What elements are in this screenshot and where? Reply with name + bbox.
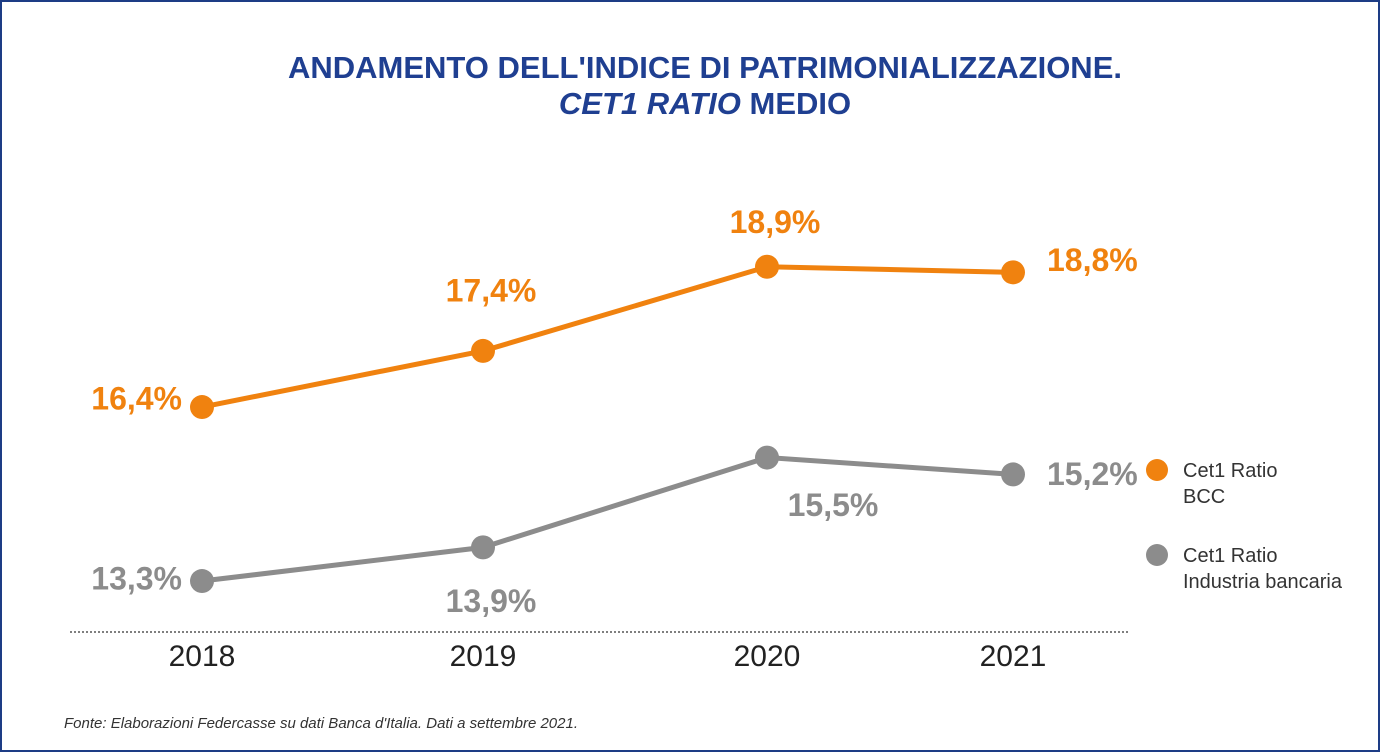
data-label: 17,4% [446, 272, 537, 308]
series-line [201, 264, 1014, 410]
data-point [755, 254, 779, 279]
chart-title-line2: CET1 RATIO MEDIO [559, 86, 851, 121]
data-label: 15,5% [788, 487, 879, 523]
series-line [201, 455, 1014, 584]
data-label: 18,8% [1047, 242, 1138, 278]
data-point [471, 338, 495, 363]
legend-marker [1146, 459, 1168, 481]
data-point [1001, 260, 1025, 285]
data-point [755, 445, 779, 470]
data-point [190, 395, 214, 420]
x-tick-label: 2021 [980, 640, 1047, 673]
legend-line: Cet1 Ratio [1183, 460, 1278, 482]
legend-label: Cet1 Ratio BCC [1183, 460, 1278, 508]
legend-label: Cet1 Ratio Industria bancaria [1183, 545, 1343, 593]
legend-line: Industria bancaria [1183, 571, 1343, 593]
title-normal: MEDIO [750, 86, 852, 121]
data-point [471, 535, 495, 560]
data-point [1001, 462, 1025, 487]
data-label: 18,9% [730, 204, 821, 240]
data-label: 16,4% [91, 381, 182, 417]
chart-title: ANDAMENTO DELL'INDICE DI PATRIMONIALIZZA… [288, 50, 1122, 85]
source-note: Fonte: Elaborazioni Federcasse su dati B… [64, 715, 578, 732]
data-label: 15,2% [1047, 456, 1138, 492]
data-label: 13,9% [446, 583, 537, 619]
title-italic: CET1 RATIO [559, 86, 741, 121]
data-point [190, 569, 214, 594]
x-tick-label: 2020 [734, 640, 801, 673]
legend-marker [1146, 544, 1168, 566]
x-tick-label: 2018 [169, 640, 236, 673]
legend-line: Cet1 Ratio [1183, 545, 1278, 567]
data-label: 13,3% [91, 560, 182, 596]
x-tick-label: 2019 [450, 640, 517, 673]
legend-line: BCC [1183, 486, 1225, 508]
